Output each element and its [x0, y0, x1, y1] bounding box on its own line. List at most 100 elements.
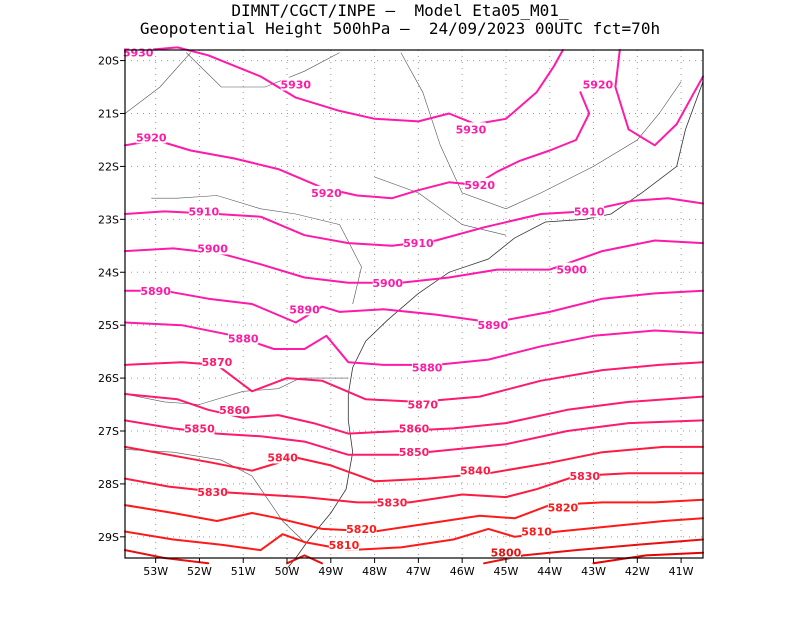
x-tick-label: 51W [231, 565, 256, 578]
contour-label-bg [464, 177, 495, 191]
contour-label: 5830 [197, 486, 228, 499]
contour-label-bg [574, 204, 605, 218]
contour-label: 5910 [574, 205, 605, 218]
contour-label: 5840 [460, 465, 491, 478]
y-tick-label: 24S [98, 266, 119, 279]
contour-label: 5850 [399, 446, 430, 459]
contour-5840 [124, 445, 704, 483]
x-tick-label: 44W [537, 565, 562, 578]
contour-label: 5920 [464, 179, 495, 192]
contour-label-bg [184, 421, 215, 435]
contour-5790 [592, 551, 704, 565]
contour-label: 5900 [197, 242, 228, 255]
contour-label: 5870 [407, 399, 438, 412]
y-tick-label: 20S [98, 55, 119, 68]
x-tick-label: 47W [406, 565, 431, 578]
state-border [400, 52, 682, 210]
contour-label-bg [372, 275, 403, 289]
contour-5800 [124, 549, 210, 565]
contour-5800 [286, 554, 323, 565]
contour-label-bg [123, 45, 154, 59]
contour-label-bg [140, 283, 171, 297]
contour-label: 5860 [219, 404, 250, 417]
x-tick-label: 53W [143, 565, 168, 578]
contour-5810 [124, 517, 704, 552]
contour-label: 5910 [403, 237, 434, 250]
contour-label: 5860 [399, 422, 430, 435]
contour-label: 5830 [377, 496, 408, 509]
y-tick-label: 28S [98, 478, 119, 491]
contour-label-bg [197, 241, 228, 255]
x-tick-label: 48W [362, 565, 387, 578]
contour-label-bg [280, 77, 311, 91]
contour-label-bg [412, 360, 443, 374]
state-border [124, 52, 191, 114]
contour-label: 5880 [228, 332, 259, 345]
contour-label-bg [455, 122, 486, 136]
contour-label-bg [328, 537, 359, 551]
contour-label: 5810 [329, 539, 360, 552]
title-line-2: Geopotential Height 500hPa – 24/09/2023 … [139, 19, 661, 38]
x-tick-label: 46W [450, 565, 475, 578]
contour-label-bg [399, 445, 429, 459]
contour-label: 5930 [123, 47, 154, 60]
contour-5920 [124, 91, 591, 200]
y-tick-label: 22S [98, 160, 119, 173]
contour-label-bg [201, 355, 232, 369]
state-border [124, 377, 349, 405]
contour-label-bg [582, 77, 613, 91]
contour-label-bg [136, 130, 167, 144]
contour-label: 5920 [136, 131, 167, 144]
contour-label: 5890 [140, 285, 171, 298]
x-tick-label: 43W [581, 565, 606, 578]
y-tick-label: 27S [98, 425, 119, 438]
axis-ticks: 53W 52W 51W 50W 49W 48W 47W 46W 45W 44W 43W 42W 41W 2… [98, 55, 694, 578]
contour-label-bg [228, 331, 259, 345]
grid-lines [125, 50, 703, 558]
x-tick-label: 49W [318, 565, 343, 578]
contour-label-bg [188, 204, 219, 218]
contour-label-bg [311, 185, 342, 199]
contour-label-bg [460, 463, 491, 477]
contour-label-bg [289, 302, 320, 316]
contour-label-bg [477, 318, 508, 332]
state-border [151, 195, 362, 305]
x-tick-label: 42W [625, 565, 650, 578]
contour-label-bg [490, 545, 521, 559]
contour-label: 5800 [491, 547, 522, 560]
contour-label: 5920 [311, 187, 342, 200]
contour-label: 5930 [280, 78, 311, 91]
state-border [186, 52, 340, 88]
contour-label: 5890 [478, 319, 509, 332]
contour-5930 [124, 46, 564, 126]
x-tick-label: 50W [275, 565, 300, 578]
contour-label: 5900 [372, 277, 403, 290]
contour-label-bg [547, 500, 578, 514]
contour-label-bg [407, 397, 438, 411]
contour-label: 5830 [569, 470, 600, 483]
y-tick-label: 29S [98, 531, 119, 544]
y-tick-label: 25S [98, 319, 119, 332]
chart-title: DIMNT/CGCT/INPE – Model Eta05_M01_ Geopo… [0, 2, 800, 38]
contour-label: 5840 [267, 451, 298, 464]
contour-label: 5820 [346, 523, 377, 536]
y-tick-label: 21S [98, 108, 119, 121]
contour-label-bg [346, 521, 377, 535]
contour-5820 [124, 498, 704, 533]
contour-label: 5870 [202, 356, 233, 369]
contour-label-bg [403, 236, 434, 250]
contour-label: 5850 [184, 422, 215, 435]
contour-label: 5820 [548, 502, 579, 515]
y-tick-label: 23S [98, 213, 119, 226]
contour-label-bg [569, 468, 600, 482]
x-tick-label: 41W [669, 565, 694, 578]
contour-label: 5890 [289, 303, 320, 316]
state-border [374, 176, 507, 236]
contour-label: 5900 [556, 264, 587, 277]
x-tick-label: 52W [187, 565, 212, 578]
contour-label-bg [377, 495, 408, 509]
contour-label-bg [267, 450, 298, 464]
contour-label-bg [521, 524, 552, 538]
contour-label: 5930 [456, 123, 487, 136]
contour-label: 5880 [412, 362, 443, 375]
